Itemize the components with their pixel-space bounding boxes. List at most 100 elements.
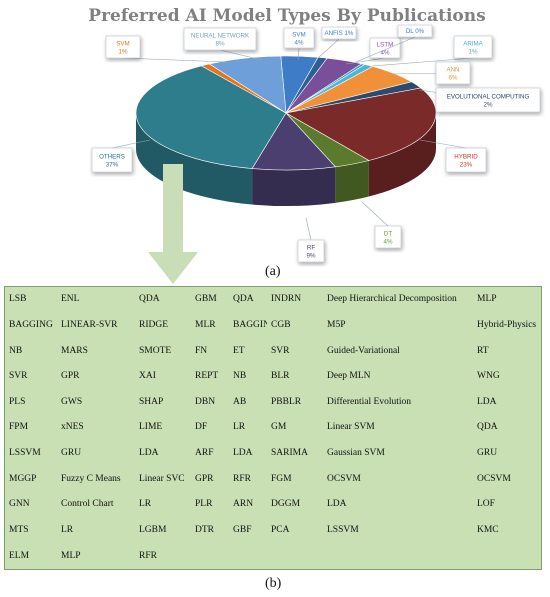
table-cell: Deep MLN	[327, 371, 371, 382]
model-table-body: LSB ENL QDA GBM QDA INDRN Deep Hierarchical De…	[5, 287, 543, 569]
table-cell: CGB	[271, 319, 291, 330]
table-cell: AB	[233, 396, 247, 407]
table-cell: Differential Evolution	[327, 396, 411, 407]
table-cell: SMOTE	[139, 345, 172, 356]
table-cell: LIME	[139, 422, 163, 433]
table-cell: GNN	[9, 499, 30, 510]
table-cell: DF	[195, 422, 208, 433]
slice-label: EVOLUTIONAL COMPUTING	[447, 94, 530, 101]
table-cell: BAGGING	[233, 319, 267, 330]
table-cell: ET	[233, 345, 245, 356]
table-cell: LDA	[139, 448, 159, 459]
table-row: GNN Control Chart LR PLR ARN DGGM LDA LOF	[5, 492, 543, 518]
table-cell: DTR	[195, 524, 214, 535]
table-cell: OCSVM	[477, 473, 511, 484]
table-cell: GRU	[477, 448, 498, 459]
slice-label: OTHERS	[99, 154, 125, 161]
table-cell: Control Chart	[61, 499, 114, 510]
table-cell: OCSVM	[327, 473, 361, 484]
slice-value-label: 4%	[384, 239, 393, 246]
chart-title: Preferred AI Model Types By Publications	[88, 6, 485, 26]
callout-box	[374, 225, 402, 249]
callout-leader	[297, 47, 300, 61]
pie-slice-side	[252, 166, 336, 206]
table-cell: SVR	[9, 371, 28, 382]
slice-label: DT	[384, 231, 392, 238]
table-cell: MGGP	[9, 473, 37, 484]
table-cell: QDA	[477, 422, 498, 433]
callout-leader	[361, 201, 389, 227]
slice-label: ANFIS 1%	[325, 30, 354, 37]
table-row: BAGGING LINEAR-SVR RIDGE MLR BAGGING CGB M5P Hy…	[5, 313, 543, 339]
slice-label: SVM	[116, 41, 129, 48]
table-cell: RFR	[233, 473, 251, 484]
table-cell: RFR	[139, 550, 157, 561]
table-cell: LSB	[9, 294, 27, 305]
table-cell: DGGM	[271, 499, 301, 510]
table-cell: BLR	[271, 371, 290, 382]
table-cell	[473, 543, 543, 569]
table-cell: Fuzzy C Means	[61, 473, 121, 484]
table-cell: Guided-Variational	[327, 345, 400, 356]
callout-box	[321, 26, 357, 40]
callout-box	[283, 27, 315, 49]
callout-box	[397, 24, 433, 38]
slice-value-label: 2%	[484, 102, 493, 109]
table-row: FPM xNES LIME DF LR GM Linear SVM QDA	[5, 415, 543, 441]
table-row: NB MARS SMOTE FN ET SVR Guided-Variational RT	[5, 338, 543, 364]
table-cell: SHAP	[139, 396, 164, 407]
table-cell: LGBM	[139, 524, 167, 535]
table-cell: NB	[9, 345, 23, 356]
table-row: MTS LR LGBM DTR GBF PCA LSSVM KMC	[5, 518, 543, 544]
slice-label: LSTM	[377, 42, 394, 49]
callout-box	[297, 239, 325, 263]
table-cell: LR	[233, 422, 246, 433]
table-cell: LINEAR-SVR	[61, 319, 118, 330]
table-cell: GBM	[195, 294, 217, 305]
table-cell: INDRN	[271, 294, 302, 305]
table-cell: Linear SVM	[327, 422, 375, 433]
table-cell: ARF	[195, 448, 214, 459]
slice-label: HYBRID	[454, 154, 478, 161]
callout-box	[183, 27, 257, 51]
table-cell: FGM	[271, 473, 292, 484]
table-cell: MLR	[195, 319, 216, 330]
slice-label: DL 0%	[406, 28, 425, 35]
table-cell: GBF	[233, 524, 252, 535]
table-row: LSB ENL QDA GBM QDA INDRN Deep Hierarchical De…	[5, 287, 543, 313]
table-cell: SVR	[271, 345, 290, 356]
table-cell: NB	[233, 371, 247, 382]
slice-value-label: 6%	[449, 75, 458, 82]
table-cell	[267, 543, 323, 569]
table-cell	[229, 543, 267, 569]
table-cell: GPR	[61, 371, 80, 382]
pie-slice	[285, 87, 437, 161]
table-cell: BAGGING	[9, 319, 53, 330]
table-cell: KMC	[477, 524, 499, 535]
callout-box	[453, 35, 493, 59]
slice-value-label: 4%	[295, 40, 304, 47]
table-cell: MLP	[61, 550, 81, 561]
arrow-head	[148, 252, 198, 284]
table-cell	[323, 543, 473, 569]
table-cell: GWS	[61, 396, 83, 407]
slice-value-label: 8%	[216, 41, 225, 48]
callout-box	[435, 61, 471, 85]
table-cell: RIDGE	[139, 319, 169, 330]
table-cell: QDA	[233, 294, 254, 305]
table-cell: MTS	[9, 524, 29, 535]
table-row: ELM MLP RFR	[5, 543, 543, 569]
table-cell: PLR	[195, 499, 213, 510]
arrow-shaft	[163, 164, 183, 254]
table-cell: FPM	[9, 422, 29, 433]
slice-label: NEURAL NETWORK	[191, 33, 250, 40]
table-cell: DBN	[195, 396, 216, 407]
table-row: MGGP Fuzzy C Means Linear SVC GPR RFR FGM OCSV…	[5, 466, 543, 492]
table-cell: xNES	[61, 422, 84, 433]
callout-leader	[219, 49, 263, 61]
table-cell: MARS	[61, 345, 88, 356]
table-cell: LOF	[477, 499, 495, 510]
down-arrow	[148, 164, 198, 284]
callout-leader	[305, 217, 312, 241]
